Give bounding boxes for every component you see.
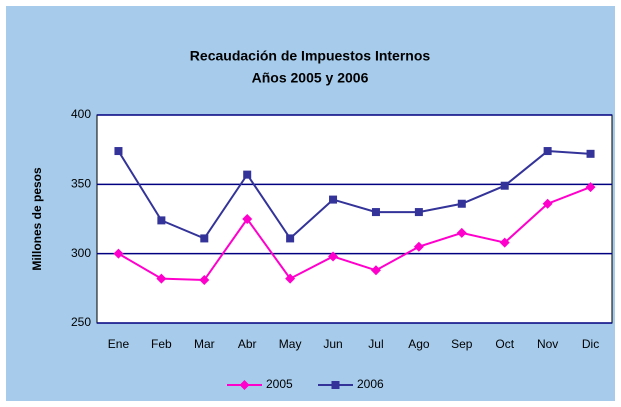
x-tick-label: Mar [194, 337, 215, 351]
y-tick-label: 400 [71, 107, 91, 121]
data-point [500, 181, 509, 190]
chart-title: Recaudación de Impuestos Internos [190, 48, 431, 64]
data-point [585, 182, 596, 193]
x-tick-label: Feb [151, 337, 172, 351]
y-tick-label: 300 [71, 246, 91, 260]
x-tick-label: May [279, 337, 302, 351]
legend-marker [331, 381, 340, 389]
data-point [586, 149, 595, 158]
x-tick-label: Oct [495, 337, 514, 351]
data-point [499, 237, 510, 248]
data-point [242, 214, 253, 224]
data-point [243, 170, 252, 179]
data-point [370, 265, 381, 276]
plot-area [96, 114, 613, 324]
x-tick-label: Abr [238, 337, 257, 351]
data-point [456, 227, 467, 238]
chart-subtitle: Años 2005 y 2006 [252, 70, 369, 86]
data-point [328, 251, 339, 262]
data-point [200, 234, 209, 243]
legend-label: 2006 [357, 377, 384, 391]
data-point [199, 275, 210, 286]
data-point [414, 208, 423, 217]
legend-marker [239, 380, 250, 390]
x-tick-label: Jun [323, 337, 342, 351]
y-tick-label: 350 [71, 177, 91, 191]
y-tick-label: 250 [71, 315, 91, 329]
series-line [117, 150, 591, 240]
x-tick-label: Nov [537, 337, 558, 351]
data-point [113, 248, 124, 259]
x-tick-label: Dic [582, 337, 599, 351]
data-point [286, 234, 295, 243]
x-tick-label: Ene [108, 337, 130, 351]
series-line [117, 186, 591, 282]
data-point [114, 147, 123, 156]
x-tick-label: Ago [408, 337, 430, 351]
data-point [371, 208, 380, 217]
y-axis-label: Millones de pesos [30, 167, 44, 271]
legend-label: 2005 [266, 377, 293, 391]
x-tick-label: Sep [451, 337, 473, 351]
x-tick-label: Jul [368, 337, 383, 351]
data-point [413, 241, 424, 252]
data-point [542, 198, 553, 209]
data-point [457, 199, 466, 208]
data-point [329, 195, 338, 204]
data-point [156, 273, 167, 284]
data-point [157, 216, 166, 225]
data-point [285, 273, 296, 284]
data-point [543, 147, 552, 156]
